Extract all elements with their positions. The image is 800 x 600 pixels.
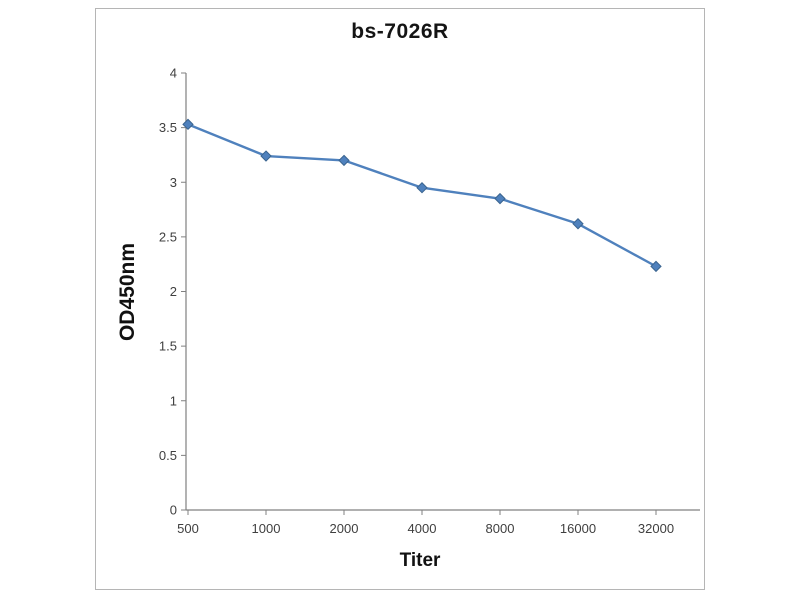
y-tick-label: 3.5 xyxy=(159,120,177,135)
y-tick-label: 1.5 xyxy=(159,339,177,354)
data-point-marker xyxy=(650,260,662,273)
y-tick-label: 3 xyxy=(170,175,177,190)
x-axis-title: Titer xyxy=(399,550,441,571)
y-tick-label: 2 xyxy=(170,284,177,299)
data-point-marker xyxy=(182,118,194,131)
x-tick-label: 1000 xyxy=(252,521,281,536)
y-tick-label: 2.5 xyxy=(159,229,177,244)
y-tick-label: 0 xyxy=(170,503,177,518)
series-line xyxy=(186,123,658,268)
data-point-marker xyxy=(416,182,428,194)
x-tick-label: 16000 xyxy=(560,521,596,536)
chart-panel xyxy=(95,8,705,590)
x-tick-label: 32000 xyxy=(638,521,674,536)
x-tick-label: 2000 xyxy=(330,521,359,536)
y-tick-label: 4 xyxy=(170,66,177,81)
data-point-marker xyxy=(572,218,584,230)
data-point-marker xyxy=(338,154,350,167)
data-point-marker xyxy=(494,192,506,205)
y-tick-label: 0.5 xyxy=(159,448,177,463)
y-tick-label: 1 xyxy=(170,393,177,408)
data-point-marker xyxy=(260,150,272,162)
x-tick-label: 8000 xyxy=(486,521,515,536)
x-tick-label: 500 xyxy=(177,521,199,536)
x-tick-label: 4000 xyxy=(408,521,437,536)
chart-title: bs-7026R xyxy=(351,20,449,43)
